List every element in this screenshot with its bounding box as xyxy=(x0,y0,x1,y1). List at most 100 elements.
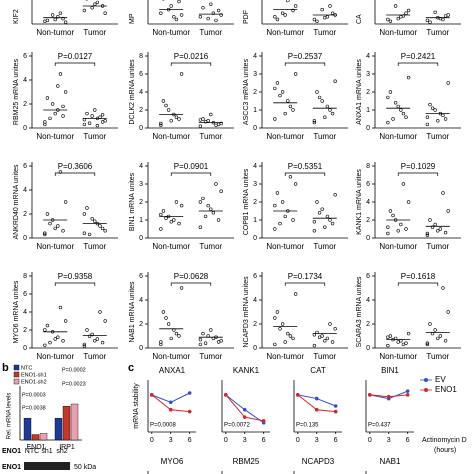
point xyxy=(404,11,408,15)
legend-marker xyxy=(424,378,428,382)
p-value: P=0.1029 xyxy=(401,162,436,171)
point xyxy=(43,122,47,127)
point xyxy=(446,81,450,85)
point xyxy=(90,332,94,337)
point xyxy=(386,17,390,22)
p-value: P=0.2421 xyxy=(401,52,436,61)
y-axis-label: NCAPD3 mRNA unites xyxy=(243,276,250,348)
point xyxy=(330,111,335,116)
point xyxy=(166,322,171,326)
point xyxy=(317,335,322,339)
point xyxy=(446,13,450,17)
point xyxy=(209,2,213,6)
point xyxy=(211,211,216,215)
point xyxy=(203,119,208,124)
point xyxy=(386,335,390,339)
point xyxy=(396,229,400,233)
point xyxy=(291,336,295,341)
point xyxy=(386,225,390,229)
point xyxy=(93,339,97,343)
point xyxy=(209,207,213,211)
y-axis-label: mRNA stability xyxy=(133,383,140,429)
y-axis-label: MP xyxy=(129,13,136,24)
y-tick-label: 6 xyxy=(23,163,27,170)
point xyxy=(273,117,277,121)
point xyxy=(48,340,52,345)
point xyxy=(323,16,327,20)
y-tick-label: 3 xyxy=(253,71,257,78)
point xyxy=(159,227,163,231)
bar xyxy=(23,417,32,441)
y-tick-label: 8 xyxy=(366,163,370,170)
point xyxy=(312,119,317,123)
point xyxy=(315,19,319,23)
point xyxy=(63,20,68,24)
y-tick-label: 0 xyxy=(366,235,370,242)
point xyxy=(428,20,432,24)
bracket xyxy=(54,172,96,176)
point xyxy=(325,214,330,219)
y-tick-label: 4 xyxy=(23,187,27,194)
point xyxy=(45,212,50,216)
x-tick-label: Tumor xyxy=(83,28,106,37)
point xyxy=(388,90,393,94)
y-tick-label: 2 xyxy=(139,107,143,114)
bracket xyxy=(397,62,439,66)
y-axis-label: ASCC3 mRNA unites xyxy=(243,58,250,125)
point xyxy=(159,342,163,347)
point xyxy=(320,99,324,103)
point xyxy=(438,227,443,231)
point xyxy=(399,108,403,112)
y-tick-label: 8 xyxy=(23,273,27,280)
point xyxy=(393,101,398,105)
series-line xyxy=(297,394,336,407)
x-tick-label: 3 xyxy=(387,437,391,444)
point xyxy=(53,17,57,22)
point xyxy=(278,221,282,226)
point xyxy=(388,19,393,23)
point xyxy=(275,81,280,85)
point xyxy=(315,90,319,94)
point xyxy=(179,203,184,208)
bracket xyxy=(54,62,96,66)
point xyxy=(273,15,277,19)
point xyxy=(201,196,205,201)
point xyxy=(446,209,450,213)
point xyxy=(428,102,432,107)
point xyxy=(166,108,171,112)
point xyxy=(95,337,100,341)
p-value: P=0.0901 xyxy=(174,162,209,171)
point xyxy=(323,339,327,343)
p-value: P=0.437 xyxy=(368,423,391,429)
p-value: P=0.1618 xyxy=(401,272,436,281)
bar xyxy=(54,417,63,441)
p-value: P=0.0008 xyxy=(150,423,177,429)
point xyxy=(219,121,223,126)
point xyxy=(295,393,300,397)
y-tick-label: 0 xyxy=(366,125,370,132)
x-tick-label: 3 xyxy=(315,437,319,444)
point xyxy=(446,310,450,314)
x-tick-label: Tumor xyxy=(426,352,449,361)
point xyxy=(85,206,89,210)
y-tick-label: 0 xyxy=(253,235,257,242)
point xyxy=(399,222,403,227)
chart-title: NAB1 xyxy=(380,457,401,466)
bracket xyxy=(284,282,326,286)
point xyxy=(100,340,105,345)
point xyxy=(286,99,290,103)
y-tick-label: 4 xyxy=(23,77,27,84)
point xyxy=(90,6,94,10)
point xyxy=(172,15,176,19)
point xyxy=(441,191,445,195)
point xyxy=(320,7,324,12)
point xyxy=(273,342,277,347)
point xyxy=(436,229,440,233)
point xyxy=(286,331,290,336)
point xyxy=(209,328,213,332)
point xyxy=(291,218,295,222)
blot-band xyxy=(24,462,70,470)
point xyxy=(93,219,97,223)
point xyxy=(56,335,60,339)
